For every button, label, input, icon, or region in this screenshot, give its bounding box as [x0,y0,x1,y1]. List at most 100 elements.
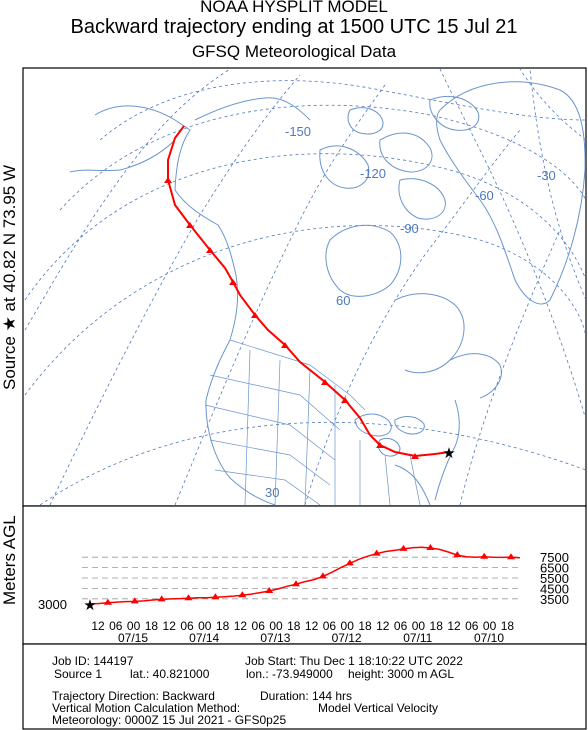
hour-tick-label: 18 [287,619,301,633]
trajectory-markers [164,177,419,459]
height-tick-label: 7500 [540,550,569,565]
trajectory-marker [251,312,259,318]
height-marker [480,552,489,559]
height-marker [103,598,112,605]
height-marker [507,553,515,560]
hour-tick-label: 18 [145,619,159,633]
duration: Duration: 144 hrs [260,689,353,703]
source-lat: lat.: 40.821000 [130,667,210,681]
job-start: Job Start: Thu Dec 1 18:10:22 UTC 2022 [245,654,463,668]
hour-tick-label: 18 [216,619,230,633]
source-star-icon: ★ [442,445,455,462]
hour-tick-label: 06 [180,619,194,633]
state-borders [204,339,421,505]
hour-tick-label: 06 [323,619,337,633]
height-marker [453,551,462,558]
lat-label-30: 30 [265,485,279,500]
vertical-motion-value: Model Vertical Velocity [318,701,439,715]
hour-tick-label: 00 [412,619,426,633]
model-title: NOAA HYSPLIT MODEL [200,0,388,16]
hour-tick-label: 12 [163,619,177,633]
height-marker [211,593,220,600]
lon-label-30: -30 [537,168,556,183]
hour-tick-label: 12 [447,619,461,633]
source-number: Source 1 [54,667,103,681]
hour-tick-label: 12 [234,619,248,633]
hour-tick-label: 12 [305,619,319,633]
date-tick-label: 07/10 [474,631,504,645]
trajectory-path [167,125,450,458]
hour-tick-label: 06 [394,619,408,633]
date-tick-label: 07/13 [260,631,290,645]
height-marker [238,591,247,598]
date-tick-label: 07/15 [118,631,148,645]
height-gridlines [82,556,520,600]
height-marker [184,594,193,601]
lon-label-60: -60 [475,188,494,203]
trajectory-marker [164,177,172,183]
lon-label-120: -120 [360,166,386,181]
hour-tick-label: 12 [376,619,390,633]
date-tick-label: 07/12 [332,631,362,645]
trajectory-marker [411,453,419,459]
date-tick-label: 07/14 [189,631,219,645]
hour-tick-label: 18 [501,619,515,633]
hour-tick-label: 00 [269,619,283,633]
vertical-motion-method: Vertical Motion Calculation Method: [52,701,241,715]
map-frame [22,67,587,507]
start-height-label: 3000 [38,597,67,612]
height-marker [292,580,300,587]
height-marker [130,597,139,604]
trajectory-marker [341,397,349,403]
trajectory-marker [206,247,214,253]
height-marker [318,572,327,579]
hour-tick-label: 00 [198,619,212,633]
trajectory-marker [186,222,194,228]
height-tick-label: 6500 [540,561,569,576]
meteorology-title: GFSQ Meteorological Data [191,42,397,61]
lat-label-60: 60 [336,293,350,308]
height-profile-markers [103,544,515,605]
height-marker [265,587,274,593]
hour-tick-label: 06 [465,619,479,633]
time-axis: 12 06 00 18 12 06 00 18 12 06 00 18 12 06 00 18 12 06 00 18… [91,619,514,645]
height-tick-label: 3500 [540,592,569,607]
height-marker [372,549,381,556]
height-tick-label: 4500 [540,581,569,596]
profile-star-icon: ★ [83,597,96,614]
graticule-labels: -150 -120 -90 -60 -30 60 30 [265,124,556,500]
trajectory-marker [376,442,384,448]
map-panel: -150 -120 -90 -60 -30 60 30 [24,69,585,505]
hour-tick-label: 00 [341,619,355,633]
height-marker [399,544,408,551]
height-marker [426,544,435,550]
job-id: Job ID: 144197 [52,654,134,668]
info-frame [22,643,587,730]
hour-tick-label: 12 [91,619,105,633]
hour-tick-label: 18 [358,619,372,633]
trajectory-marker [281,342,289,348]
lon-label-90: -90 [400,221,419,236]
meteorology-info: Meteorology: 0000Z 15 Jul 2021 - GFS0p25 [52,713,287,727]
height-marker [345,559,354,566]
hour-tick-label: 06 [109,619,123,633]
trajectory-marker [229,279,237,285]
hour-tick-label: 00 [483,619,497,633]
height-marker [157,595,166,602]
trajectory-direction: Trajectory Direction: Backward [52,689,215,703]
hour-tick-label: 18 [430,619,444,633]
graticule-lines [24,69,585,505]
height-tick-label: 5500 [540,571,569,586]
profile-frame [22,505,587,645]
source-lon: lon.: -73.949000 [246,667,333,681]
hour-tick-label: 00 [127,619,141,633]
trajectory-marker [321,379,329,385]
source-height: height: 3000 m AGL [348,667,455,681]
lon-label-150: -150 [285,124,311,139]
trajectory-title: Backward trajectory ending at 1500 UTC 1… [70,16,518,38]
date-tick-label: 07/11 [403,631,432,645]
hour-tick-label: 06 [252,619,266,633]
